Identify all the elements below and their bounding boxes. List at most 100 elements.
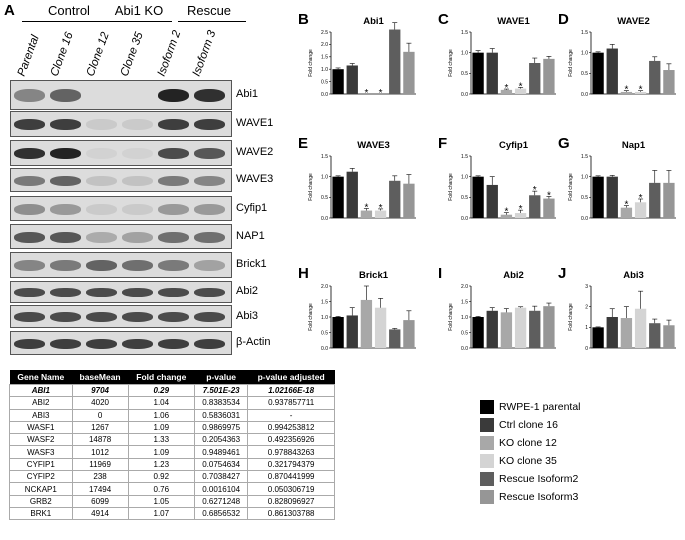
bar <box>592 176 604 218</box>
protein-band <box>50 288 81 297</box>
y-tick-label: 0.5 <box>581 71 588 77</box>
bar <box>500 312 513 348</box>
y-tick-label: 1.5 <box>321 299 328 305</box>
blot-label: Abi1 <box>236 88 259 100</box>
bar <box>634 308 647 348</box>
legend-swatch <box>480 436 494 450</box>
y-tick-label: 1.0 <box>321 174 328 180</box>
panel-letter: J <box>558 265 566 282</box>
protein-band <box>158 89 189 102</box>
bar-chart-b: B Abi1 Fold change 0.0 0.5 1.0 1.5 2.0 2.5 * * <box>298 11 416 99</box>
group-divider-ko <box>104 21 172 22</box>
lane-label: Clone 35 <box>118 30 146 79</box>
protein-band <box>14 204 45 215</box>
table-cell: 1.04 <box>127 396 196 410</box>
table-cell: 1.09 <box>127 420 196 435</box>
significance-star: * <box>639 193 643 204</box>
bar-chart-e: E WAVE3 Fold change 0.0 0.5 1.0 1.5 * * <box>298 135 416 222</box>
table-cell: 4020 <box>71 396 129 410</box>
y-tick-label: 1.0 <box>581 50 588 56</box>
y-tick-label: 0.0 <box>321 92 328 98</box>
y-axis-label: Fold change <box>448 173 454 201</box>
y-tick-label: 1.5 <box>461 154 468 160</box>
table-row: NCKAP1 17494 0.76 0.0016104 0.050306719 <box>9 482 335 496</box>
bar <box>360 210 373 218</box>
y-tick-label: 2.0 <box>321 284 328 290</box>
panel-letter: I <box>438 265 442 282</box>
protein-band <box>122 176 153 186</box>
table-cell: 0.870441999 <box>247 470 335 484</box>
bar-chart-f: F Cyfip1 Fold change 0.0 0.5 1.0 1.5 * * * * <box>438 135 556 222</box>
panel-letter: E <box>298 135 308 152</box>
protein-band <box>158 204 189 215</box>
protein-band <box>122 148 153 159</box>
bar <box>403 51 415 94</box>
significance-star: * <box>639 85 643 96</box>
table-cell: 238 <box>71 470 129 484</box>
y-axis-label: Fold change <box>568 303 574 331</box>
significance-star: * <box>379 88 383 99</box>
protein-band <box>158 339 189 349</box>
bar <box>649 60 661 94</box>
table-cell: 1.09 <box>127 445 196 459</box>
y-tick-label: 0.0 <box>321 216 328 222</box>
protein-band <box>194 288 225 297</box>
gene-expression-table: Gene Name baseMean Fold change p-value p… <box>9 370 335 521</box>
protein-band <box>14 260 45 271</box>
y-axis-label: Fold change <box>448 303 454 331</box>
protein-band <box>50 260 81 271</box>
protein-band <box>122 232 153 243</box>
protein-band <box>14 89 45 102</box>
protein-band <box>86 288 117 297</box>
significance-star: * <box>624 200 628 211</box>
legend-item: RWPE-1 parental <box>480 398 581 416</box>
table-row: CYFIP2 238 0.92 0.7038427 0.870441999 <box>9 470 335 484</box>
legend-label: KO clone 12 <box>499 437 557 449</box>
blot-strip <box>10 252 232 278</box>
significance-star: * <box>519 204 523 215</box>
protein-band <box>194 119 225 130</box>
header-gene-name: Gene Name <box>9 370 73 385</box>
protein-band <box>86 176 117 186</box>
y-tick-label: 1.5 <box>461 30 468 36</box>
legend-item: Ctrl clone 16 <box>480 416 581 434</box>
table-row: ABI3 0 1.06 0.5836031- <box>9 408 335 422</box>
bar <box>592 327 604 348</box>
table-cell: 1.05 <box>127 494 196 508</box>
group-divider-rescue <box>178 21 246 22</box>
bar <box>606 317 618 348</box>
protein-band <box>14 288 45 297</box>
table-cell: 11969 <box>71 457 129 472</box>
blot-label: β-Actin <box>236 336 271 348</box>
bar <box>346 315 358 348</box>
table-cell: 17494 <box>71 482 129 496</box>
protein-band <box>194 312 225 322</box>
panel-letter: D <box>558 11 569 28</box>
y-tick-label: 1.0 <box>461 315 468 321</box>
bar <box>346 171 358 218</box>
bar <box>486 184 498 218</box>
bar <box>663 70 675 94</box>
y-axis-label: Fold change <box>568 173 574 201</box>
protein-band <box>122 312 153 322</box>
protein-band <box>194 232 225 243</box>
protein-band <box>50 89 81 102</box>
table-cell: 1.06 <box>127 408 196 422</box>
protein-band <box>14 148 45 159</box>
blot-label: WAVE2 <box>236 146 274 158</box>
y-tick-label: 0.0 <box>581 92 588 98</box>
bar-chart-i: I Abi2 Fold change 0.0 0.5 1.0 1.5 2.0 <box>438 265 556 352</box>
bar-chart-d: D WAVE2 Fold change 0.0 0.5 1.0 1.5 * * <box>558 11 676 98</box>
lane-label: Clone 12 <box>84 30 112 79</box>
y-tick-label: 2.0 <box>321 42 328 48</box>
y-tick-label: 0.5 <box>321 79 328 85</box>
protein-band <box>50 119 81 130</box>
table-cell: 1267 <box>71 420 129 435</box>
blot-label: Abi2 <box>236 285 259 297</box>
protein-band <box>50 148 81 159</box>
y-tick-label: 2.0 <box>461 284 468 290</box>
protein-band <box>50 176 81 186</box>
panel-letter: G <box>558 135 570 152</box>
table-row: WASF1 1267 1.09 0.9869975 0.994253812 <box>9 420 335 435</box>
table-cell: NCKAP1 <box>9 482 73 496</box>
